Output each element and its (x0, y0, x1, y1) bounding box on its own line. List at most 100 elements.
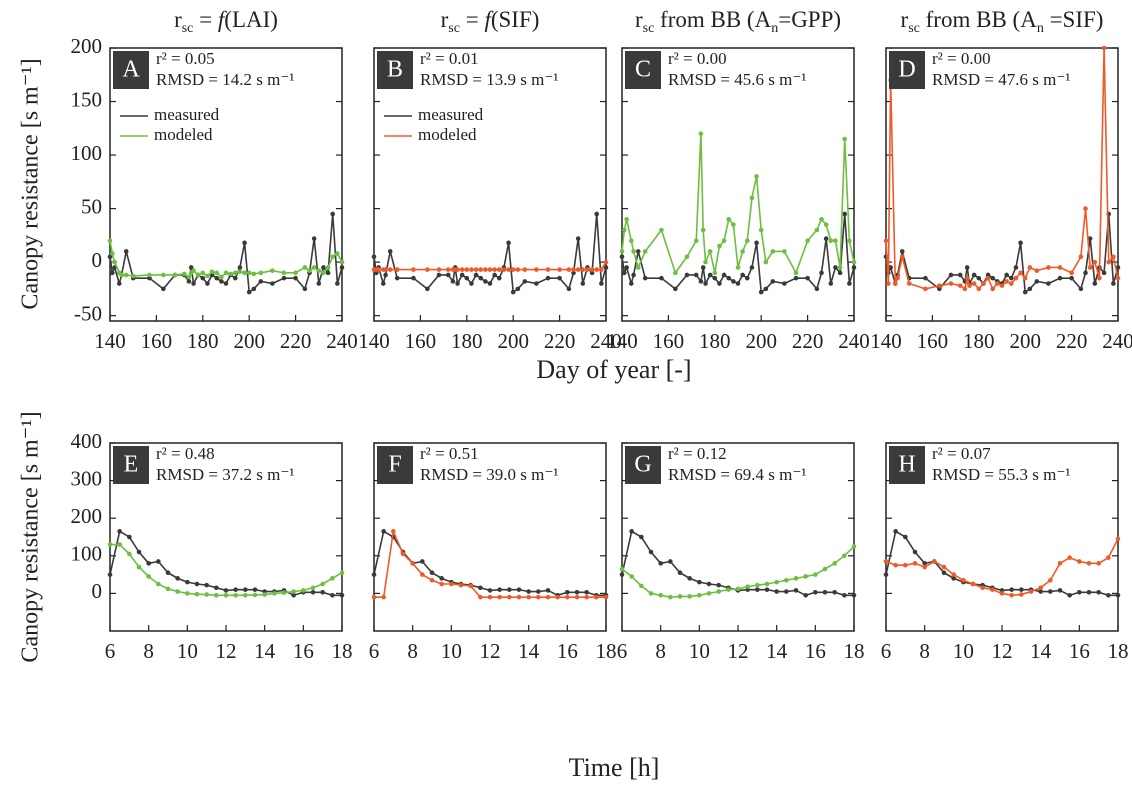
data-point (325, 270, 331, 276)
data-point (990, 286, 996, 292)
data-point (803, 592, 808, 598)
data-point (172, 272, 178, 278)
data-point (557, 275, 562, 281)
data-point (1097, 275, 1102, 281)
data-point (186, 274, 192, 280)
data-point (1018, 240, 1023, 246)
data-point (631, 249, 636, 254)
data-point (1008, 281, 1014, 286)
data-point (763, 259, 769, 265)
annotation: RMSD = 45.6 s m⁻¹ (668, 70, 806, 89)
data-point (258, 279, 264, 284)
data-point (316, 281, 322, 286)
data-point (703, 281, 708, 286)
data-point (455, 281, 460, 286)
data-point (899, 249, 905, 254)
annotation: r² = 0.01 (420, 49, 479, 68)
data-point (237, 265, 243, 270)
legend-label: measured (418, 105, 484, 124)
data-point (161, 286, 166, 292)
data-point (697, 579, 702, 585)
panel-badge (889, 446, 925, 484)
data-point (770, 249, 776, 254)
data-point (639, 583, 644, 589)
data-point (204, 592, 209, 597)
data-point (758, 227, 764, 233)
data-point (478, 585, 483, 591)
data-point (842, 211, 848, 217)
data-point (1092, 281, 1098, 286)
data-point (888, 265, 893, 270)
data-point (658, 561, 663, 566)
data-point (522, 279, 528, 284)
data-point (439, 576, 444, 581)
data-point (1046, 281, 1051, 286)
data-point (712, 270, 718, 276)
data-point (459, 272, 465, 278)
y-tick-label: 50 (81, 194, 102, 218)
y-tick-label: 200 (71, 504, 103, 528)
data-point (1038, 589, 1043, 594)
data-point (293, 270, 298, 276)
data-point (316, 268, 322, 273)
data-point (677, 594, 683, 599)
data-point (1057, 275, 1063, 281)
data-point (1027, 286, 1033, 292)
data-point (188, 265, 194, 270)
data-point (707, 272, 713, 278)
x-tick-label: 180 (451, 329, 483, 353)
y-tick-label: 0 (92, 248, 103, 272)
x-tick-label: 160 (141, 329, 173, 353)
data-point (899, 254, 905, 260)
data-point (624, 216, 629, 222)
data-point (335, 281, 340, 286)
data-point (619, 249, 625, 254)
data-point (383, 267, 388, 272)
data-point (339, 570, 345, 576)
title-part: sc (643, 21, 655, 36)
series-line (885, 47, 1119, 291)
data-point (700, 227, 706, 233)
data-point (473, 272, 479, 278)
series-line (621, 133, 855, 275)
data-point (1096, 589, 1101, 595)
data-point (571, 270, 576, 276)
data-point (754, 174, 759, 179)
x-tick-label: 200 (497, 329, 529, 353)
data-point (251, 286, 257, 292)
data-point (146, 574, 151, 579)
data-point (330, 211, 336, 217)
data-point (599, 267, 604, 272)
data-point (293, 275, 298, 281)
data-point (243, 587, 248, 592)
data-point (619, 572, 625, 577)
x-tick-label: 16 (557, 639, 578, 663)
data-point (589, 267, 595, 272)
data-point (281, 275, 287, 281)
x-tick-label: 18 (596, 639, 617, 663)
data-point (112, 259, 117, 265)
data-point (673, 286, 678, 292)
data-point (246, 289, 252, 295)
data-point (526, 594, 531, 600)
data-point (580, 281, 586, 286)
data-point (536, 589, 541, 594)
data-point (223, 592, 229, 598)
data-point (1046, 265, 1051, 270)
data-point (1077, 589, 1082, 595)
data-point (594, 267, 600, 272)
data-point (478, 267, 484, 272)
data-point (948, 281, 954, 286)
data-point (740, 272, 745, 278)
data-point (311, 265, 317, 270)
data-point (252, 587, 258, 592)
plot-frame (885, 47, 1119, 322)
data-point (687, 576, 692, 581)
data-point (706, 581, 712, 587)
data-point (822, 589, 828, 595)
title-part: n (771, 21, 778, 36)
data-point (1106, 555, 1111, 560)
data-point (717, 281, 722, 286)
data-point (175, 589, 180, 594)
data-point (516, 587, 522, 592)
